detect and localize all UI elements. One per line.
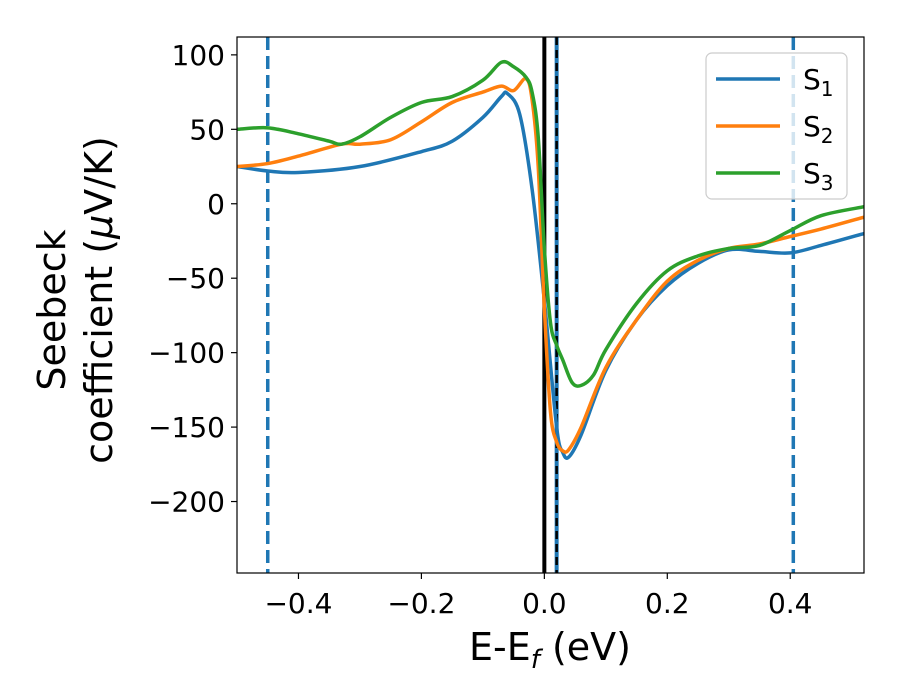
y-tick-label: −150 [148, 411, 225, 444]
y-tick-label: 100 [172, 39, 225, 72]
series-line-2 [237, 76, 864, 454]
legend-label-2: S2 [803, 110, 834, 148]
x-axis-label-main: E-E [469, 625, 531, 669]
x-axis-label: E-Ef (eV) [469, 625, 631, 675]
plot-frame [236, 36, 865, 574]
y-tick-label: −200 [148, 486, 225, 519]
y-axis-label-mu: μ [77, 215, 121, 240]
y-axis-label-line2: coefficient (μV/K) [77, 136, 121, 464]
legend-label-3: S3 [803, 157, 834, 195]
series-line-3 [237, 59, 864, 388]
x-tick-label: 0.4 [768, 587, 813, 620]
y-axis-label-suffix: V/K) [77, 136, 121, 215]
series-lines [237, 59, 864, 460]
x-axis-ticks: −0.4 −0.2 0.0 0.2 0.4 [264, 573, 813, 620]
y-tick-label: 0 [207, 188, 225, 221]
y-axis-label-line1: Seebeck [30, 229, 74, 390]
x-tick-label: −0.2 [387, 587, 455, 620]
y-axis-ticks: 100 50 0 −50 −100 −150 −200 [148, 39, 237, 519]
x-tick-label: 0.0 [522, 587, 567, 620]
x-tick-label: −0.4 [264, 587, 332, 620]
x-tick-label: 0.2 [645, 587, 690, 620]
y-tick-label: −100 [148, 337, 225, 370]
legend: S1 S2 S3 [705, 52, 848, 200]
y-tick-label: 50 [189, 113, 225, 146]
x-axis-label-tail: (eV) [540, 625, 631, 669]
y-axis-label-prefix: coefficient ( [77, 239, 121, 464]
legend-label-1: S1 [803, 63, 834, 101]
y-tick-label: −50 [166, 262, 225, 295]
